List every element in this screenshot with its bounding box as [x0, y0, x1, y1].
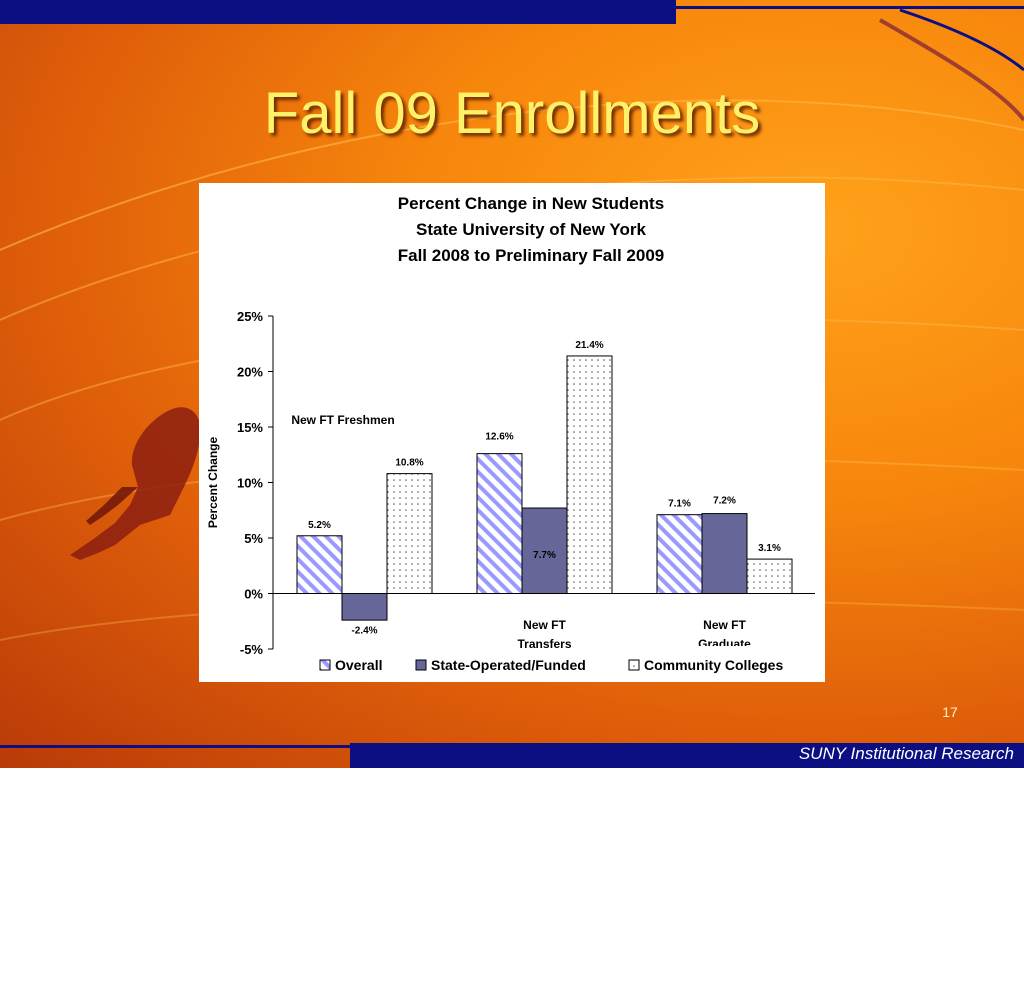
chart-title-line-1: Percent Change in New Students [398, 194, 664, 213]
legend-label-1: Overall [335, 657, 382, 673]
chart-panel: Percent Change in New Students State Univ… [199, 183, 825, 682]
label-clip-mask [619, 646, 819, 656]
y-tick-label: 25% [237, 309, 263, 324]
chart-title-line-3: Fall 2008 to Preliminary Fall 2009 [398, 246, 664, 265]
data-label: 7.7% [533, 550, 556, 561]
category-label-3-line-1: New FT [703, 618, 746, 632]
bar-community-colleges-3 [746, 558, 793, 594]
top-bar [0, 0, 676, 24]
y-tick-label: 0% [244, 587, 263, 602]
footer-text: SUNY Institutional Research [798, 744, 1014, 763]
bar-state-operated-funded-1 [341, 593, 388, 621]
bar-overall-3 [656, 514, 703, 594]
legend-label-3: Community Colleges [644, 657, 783, 673]
bar-state-operated-funded-3 [701, 513, 748, 594]
legend-swatch-1 [319, 659, 331, 671]
data-label: 5.2% [308, 520, 331, 531]
category-label-1: New FT Freshmen [291, 413, 394, 427]
runner-silhouette-icon [70, 407, 201, 560]
data-label: 7.2% [713, 496, 736, 507]
y-tick-label: 10% [237, 476, 263, 491]
y-tick-label: 15% [237, 420, 263, 435]
page-number: 17 [942, 704, 958, 720]
y-tick-label: -5% [240, 642, 264, 657]
bar-community-colleges-2 [566, 355, 613, 594]
data-label: 10.8% [395, 458, 423, 469]
chart-title-line-2: State University of New York [416, 220, 646, 239]
data-label: 21.4% [575, 340, 603, 351]
category-label-2-line-1: New FT [523, 618, 566, 632]
legend-swatch-3 [628, 659, 640, 671]
bar-overall-2 [476, 453, 523, 595]
legend-label-2: State-Operated/Funded [431, 657, 586, 673]
category-label-2-line-2: Transfers [517, 637, 571, 651]
legend-swatch-2 [415, 659, 427, 671]
data-label: 12.6% [485, 432, 513, 443]
bar-state-operated-funded-2 [521, 507, 568, 594]
bar-chart: Percent Change in New Students State Univ… [206, 194, 819, 673]
top-bar-line [676, 6, 1024, 9]
bar-overall-1 [296, 535, 343, 594]
bottom-bar-line [0, 745, 350, 748]
bottom-bar [350, 743, 1024, 768]
y-tick-label: 20% [237, 365, 263, 380]
data-label: 7.1% [668, 499, 691, 510]
y-axis-label: Percent Change [206, 436, 220, 528]
data-label: 3.1% [758, 543, 781, 554]
y-tick-label: 5% [244, 531, 263, 546]
data-label: -2.4% [351, 626, 377, 637]
bar-community-colleges-1 [386, 473, 433, 594]
slide-title: Fall 09 Enrollments [263, 81, 761, 146]
